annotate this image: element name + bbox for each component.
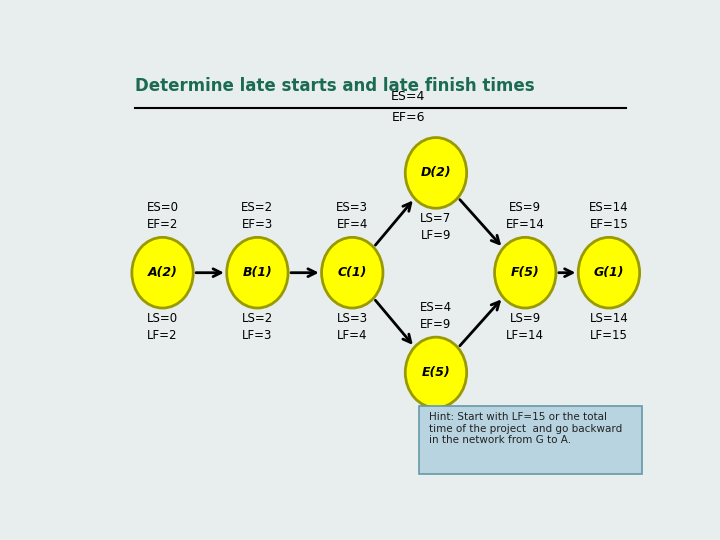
Text: LF=4: LF=4: [337, 329, 367, 342]
Text: EF=2: EF=2: [147, 218, 179, 231]
Text: LS=2: LS=2: [242, 312, 273, 325]
Text: LF=14: LF=14: [506, 329, 544, 342]
Ellipse shape: [405, 337, 467, 408]
Text: LF=9: LF=9: [420, 429, 451, 442]
Ellipse shape: [578, 238, 639, 308]
Text: LF=3: LF=3: [242, 329, 273, 342]
Text: Hint: Start with LF=15 or the total
time of the project  and go backward
in the : Hint: Start with LF=15 or the total time…: [428, 412, 622, 445]
Text: EF=15: EF=15: [590, 218, 629, 231]
Text: EF=3: EF=3: [242, 218, 273, 231]
Text: ES=9: ES=9: [509, 201, 541, 214]
Text: LS=7: LS=7: [420, 212, 451, 225]
FancyBboxPatch shape: [419, 406, 642, 474]
Text: EF=6: EF=6: [391, 111, 425, 124]
Ellipse shape: [132, 238, 193, 308]
Text: ES=0: ES=0: [147, 201, 179, 214]
Text: C(1): C(1): [338, 266, 367, 279]
Text: E(5): E(5): [422, 366, 450, 379]
Text: Determine late starts and late finish times: Determine late starts and late finish ti…: [135, 77, 534, 95]
Text: LS=4: LS=4: [420, 412, 451, 425]
Text: ES=4: ES=4: [391, 91, 426, 104]
Text: EF=4: EF=4: [336, 218, 368, 231]
Text: F(5): F(5): [511, 266, 539, 279]
Ellipse shape: [322, 238, 383, 308]
Text: LF=15: LF=15: [590, 329, 628, 342]
Text: ES=2: ES=2: [241, 201, 274, 214]
Text: G(1): G(1): [594, 266, 624, 279]
Ellipse shape: [495, 238, 556, 308]
Text: LS=14: LS=14: [590, 312, 629, 325]
Text: EF=14: EF=14: [506, 218, 544, 231]
Text: ES=4: ES=4: [420, 301, 452, 314]
Text: LS=3: LS=3: [337, 312, 368, 325]
Text: LF=9: LF=9: [420, 229, 451, 242]
Text: EF=9: EF=9: [420, 318, 451, 331]
Text: LF=2: LF=2: [148, 329, 178, 342]
Text: ES=3: ES=3: [336, 201, 368, 214]
Text: D(2): D(2): [420, 166, 451, 179]
Ellipse shape: [405, 138, 467, 208]
Text: LS=9: LS=9: [510, 312, 541, 325]
Text: LS=0: LS=0: [147, 312, 178, 325]
Text: ES=14: ES=14: [589, 201, 629, 214]
Text: A(2): A(2): [148, 266, 177, 279]
Ellipse shape: [227, 238, 288, 308]
Text: B(1): B(1): [243, 266, 272, 279]
